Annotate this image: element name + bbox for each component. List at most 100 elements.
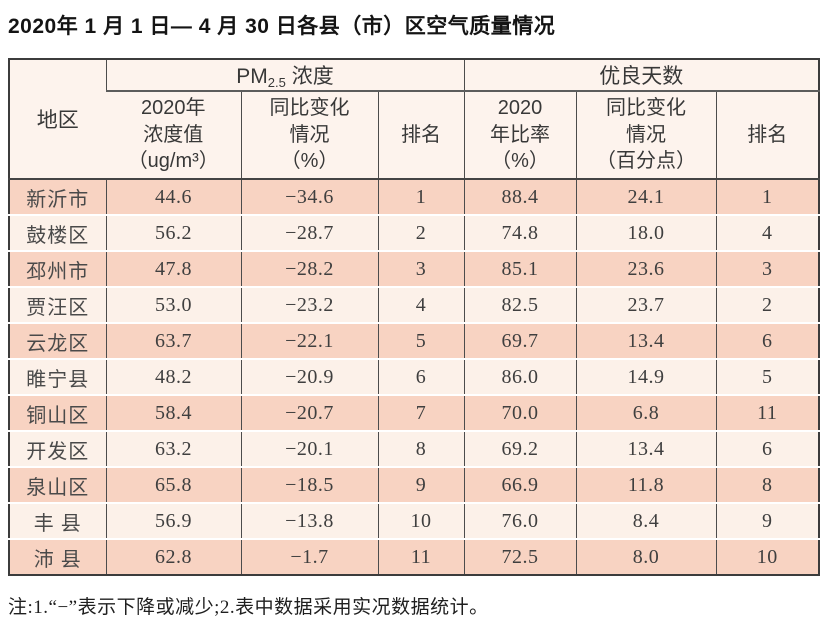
good-change-cell: 11.8 [575, 467, 717, 504]
air-quality-table: 地区 PM2.5 浓度 优良天数 2020年 浓度值 （ug/m³） 同比变化 … [8, 58, 821, 576]
table-row: 开发区 63.2 −20.1 8 69.2 13.4 6 [9, 431, 820, 468]
good-change-cell: 6.8 [575, 395, 717, 432]
region-cell: 睢宁县 [9, 359, 106, 396]
table-row: 鼓楼区 56.2 −28.7 2 74.8 18.0 4 [9, 215, 820, 252]
pm-change-cell: −1.7 [240, 539, 378, 575]
good-change-cell: 14.9 [575, 359, 717, 396]
good-ratio-cell: 69.7 [463, 323, 577, 360]
good-change-cell: 18.0 [575, 215, 717, 252]
pm-change-cell: −28.2 [240, 251, 378, 288]
good-change-cell: 23.6 [575, 251, 717, 288]
pm-change-cell: −28.7 [240, 215, 378, 252]
pm25-label-prefix: PM [236, 65, 268, 88]
table-row: 新沂市 44.6 −34.6 1 88.4 24.1 1 [9, 179, 820, 216]
table-header: 地区 PM2.5 浓度 优良天数 2020年 浓度值 （ug/m³） 同比变化 … [9, 59, 820, 180]
pm-rank-cell: 2 [377, 215, 465, 252]
table-row: 泉山区 65.8 −18.5 9 66.9 11.8 8 [9, 467, 820, 504]
header-pm25-group: PM2.5 浓度 [105, 59, 465, 92]
header-sub-row: 2020年 浓度值 （ug/m³） 同比变化 情况 （%） 排名 2020 年比… [9, 91, 820, 180]
table-row: 沛 县 62.8 −1.7 11 72.5 8.0 10 [9, 539, 820, 575]
region-cell: 泉山区 [9, 467, 106, 504]
good-rank-cell: 11 [715, 395, 820, 432]
good-rank-cell: 6 [715, 323, 820, 360]
pm-change-cell: −20.1 [240, 431, 378, 468]
pm-rank-cell: 1 [377, 179, 465, 216]
header-region: 地区 [9, 59, 106, 180]
pm-value-cell: 56.2 [105, 215, 241, 252]
table-body: 新沂市 44.6 −34.6 1 88.4 24.1 1 鼓楼区 56.2 −28.7 2 74.8 1… [9, 179, 820, 575]
pm25-label-suffix: 浓度 [285, 65, 334, 88]
pm25-label-subscript: 2.5 [267, 75, 286, 90]
pm-change-cell: −22.1 [240, 323, 378, 360]
good-change-cell: 8.4 [575, 503, 717, 540]
pm-value-cell: 48.2 [105, 359, 241, 396]
good-rank-cell: 10 [715, 539, 820, 575]
pm-rank-cell: 11 [377, 539, 465, 575]
good-change-cell: 13.4 [575, 323, 717, 360]
pm-value-cell: 62.8 [105, 539, 241, 575]
region-cell: 铜山区 [9, 395, 106, 432]
pm-change-cell: −20.9 [240, 359, 378, 396]
good-rank-cell: 2 [715, 287, 820, 324]
region-cell: 鼓楼区 [9, 215, 106, 252]
region-cell: 邳州市 [9, 251, 106, 288]
pm-rank-cell: 4 [377, 287, 465, 324]
header-good-days-group: 优良天数 [463, 59, 820, 92]
good-ratio-cell: 72.5 [463, 539, 577, 575]
header-good-change: 同比变化 情况 （百分点） [575, 91, 717, 180]
table-row: 睢宁县 48.2 −20.9 6 86.0 14.9 5 [9, 359, 820, 396]
good-ratio-cell: 76.0 [463, 503, 577, 540]
good-change-cell: 13.4 [575, 431, 717, 468]
good-ratio-cell: 74.8 [463, 215, 577, 252]
pm-rank-cell: 9 [377, 467, 465, 504]
region-cell: 贾汪区 [9, 287, 106, 324]
pm-change-cell: −23.2 [240, 287, 378, 324]
header-group-row: 地区 PM2.5 浓度 优良天数 [9, 59, 820, 180]
region-cell: 云龙区 [9, 323, 106, 360]
header-pm-change: 同比变化 情况 （%） [240, 91, 378, 180]
good-ratio-cell: 70.0 [463, 395, 577, 432]
good-ratio-cell: 82.5 [463, 287, 577, 324]
good-rank-cell: 6 [715, 431, 820, 468]
pm-value-cell: 63.7 [105, 323, 241, 360]
good-rank-cell: 5 [715, 359, 820, 396]
pm-rank-cell: 6 [377, 359, 465, 396]
table-row: 丰 县 56.9 −13.8 10 76.0 8.4 9 [9, 503, 820, 540]
good-change-cell: 23.7 [575, 287, 717, 324]
pm-change-cell: −18.5 [240, 467, 378, 504]
pm-value-cell: 56.9 [105, 503, 241, 540]
pm-change-cell: −34.6 [240, 179, 378, 216]
good-rank-cell: 1 [715, 179, 820, 216]
pm-value-cell: 63.2 [105, 431, 241, 468]
table-row: 邳州市 47.8 −28.2 3 85.1 23.6 3 [9, 251, 820, 288]
table-row: 云龙区 63.7 −22.1 5 69.7 13.4 6 [9, 323, 820, 360]
header-good-ratio: 2020 年比率 （%） [463, 91, 577, 180]
header-pm-value: 2020年 浓度值 （ug/m³） [106, 91, 241, 180]
pm-rank-cell: 10 [377, 503, 465, 540]
footnote: 注:1.“−”表示下降或减少;2.表中数据采用实况数据统计。 [8, 597, 489, 618]
good-rank-cell: 3 [715, 251, 820, 288]
table-row: 铜山区 58.4 −20.7 7 70.0 6.8 11 [9, 395, 820, 432]
header-good-rank: 排名 [715, 91, 820, 180]
pm-value-cell: 65.8 [105, 467, 241, 504]
region-cell: 沛 县 [9, 539, 106, 575]
pm-rank-cell: 7 [377, 395, 465, 432]
good-rank-cell: 9 [715, 503, 820, 540]
pm-value-cell: 58.4 [105, 395, 241, 432]
pm-rank-cell: 3 [377, 251, 465, 288]
good-rank-cell: 4 [715, 215, 820, 252]
good-rank-cell: 8 [715, 467, 820, 504]
pm-value-cell: 44.6 [105, 179, 241, 216]
pm-value-cell: 53.0 [105, 287, 241, 324]
page-title: 2020年 1 月 1 日— 4 月 30 日各县（市）区空气质量情况 [8, 15, 556, 38]
pm-change-cell: −13.8 [240, 503, 378, 540]
pm-change-cell: −20.7 [240, 395, 378, 432]
pm-rank-cell: 8 [377, 431, 465, 468]
region-cell: 开发区 [9, 431, 106, 468]
good-change-cell: 24.1 [575, 179, 717, 216]
pm-rank-cell: 5 [377, 323, 465, 360]
region-cell: 新沂市 [9, 179, 106, 216]
table-row: 贾汪区 53.0 −23.2 4 82.5 23.7 2 [9, 287, 820, 324]
good-ratio-cell: 88.4 [463, 179, 577, 216]
